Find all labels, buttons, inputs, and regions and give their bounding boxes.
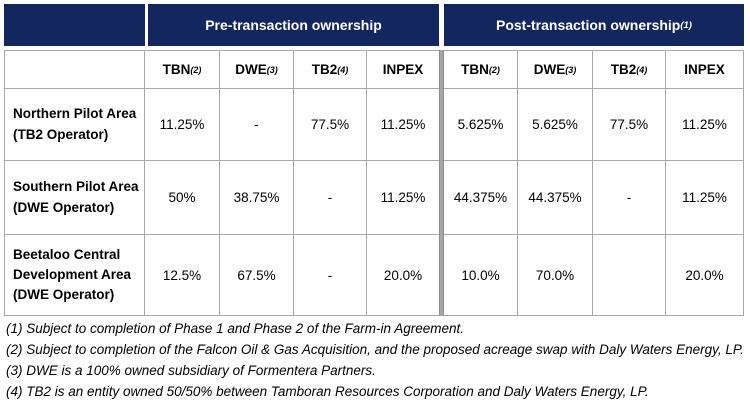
column-header-inpex-pre: INPEX [367, 50, 439, 89]
ownership-cell-southern-pre-tbn: 50% [145, 161, 220, 235]
column-header-blank [4, 50, 145, 89]
ownership-cell-northern-post-inpex: 11.25% [666, 89, 744, 161]
footnote-line-2: (2) Subject to completion of the Falcon … [6, 342, 744, 357]
table-corner-cell [4, 4, 145, 46]
ownership-cell-southern-post-inpex: 11.25% [666, 161, 744, 235]
column-header-tb2-pre: TB2 (4) [294, 50, 367, 89]
row-label-beetaloo-central: Beetaloo Central Development Area (DWE Op… [4, 235, 145, 316]
ownership-cell-beetaloo-pre-dwe: 67.5% [220, 235, 294, 316]
ownership-cell-beetaloo-post-dwe: 70.0% [518, 235, 593, 316]
ownership-cell-beetaloo-pre-tb2: - [294, 235, 367, 316]
footnote-line-3: (3) DWE is a 100% owned subsidiary of Fo… [6, 363, 376, 378]
section-divider [439, 50, 444, 316]
section-header-pre: Pre-transaction ownership [145, 4, 439, 46]
column-header-tb2-post: TB2 (4) [593, 50, 666, 89]
ownership-cell-northern-post-tbn: 5.625% [444, 89, 518, 161]
column-header-tbn-post: TBN (2) [444, 50, 518, 89]
row-label-southern-pilot-area: Southern Pilot Area (DWE Operator) [4, 161, 145, 235]
footnote-line-1: (1) Subject to completion of Phase 1 and… [6, 321, 464, 336]
column-header-tbn-pre: TBN (2) [145, 50, 220, 89]
ownership-cell-southern-post-tbn: 44.375% [444, 161, 518, 235]
ownership-cell-northern-post-tb2: 77.5% [593, 89, 666, 161]
ownership-cell-southern-post-dwe: 44.375% [518, 161, 593, 235]
ownership-cell-beetaloo-pre-tbn: 12.5% [145, 235, 220, 316]
ownership-cell-southern-pre-dwe: 38.75% [220, 161, 294, 235]
ownership-cell-beetaloo-post-tbn: 10.0% [444, 235, 518, 316]
section-header-post-footnote-ref: (1) [680, 19, 692, 31]
ownership-cell-northern-pre-inpex: 11.25% [367, 89, 439, 161]
ownership-cell-southern-pre-tb2: - [294, 161, 367, 235]
footnote-line-4: (4) TB2 is an entity owned 50/50% betwee… [6, 384, 649, 399]
ownership-cell-southern-post-tb2: - [593, 161, 666, 235]
section-header-post-label: Post-transaction ownership [496, 17, 681, 33]
section-header-pre-label: Pre-transaction ownership [205, 17, 382, 33]
row-label-northern-pilot-area: Northern Pilot Area (TB2 Operator) [4, 89, 145, 161]
ownership-cell-beetaloo-post-tb2 [593, 235, 666, 316]
ownership-cell-northern-pre-tbn: 11.25% [145, 89, 220, 161]
ownership-table: Pre-transaction ownership Post-transacti… [4, 4, 744, 316]
column-header-dwe-post: DWE (3) [518, 50, 593, 89]
ownership-cell-northern-pre-tb2: 77.5% [294, 89, 367, 161]
ownership-cell-beetaloo-post-inpex: 20.0% [666, 235, 744, 316]
ownership-cell-northern-pre-dwe: - [220, 89, 294, 161]
ownership-cell-northern-post-dwe: 5.625% [518, 89, 593, 161]
ownership-cell-beetaloo-pre-inpex: 20.0% [367, 235, 439, 316]
column-header-inpex-post: INPEX [666, 50, 744, 89]
column-header-dwe-pre: DWE (3) [220, 50, 294, 89]
section-header-post: Post-transaction ownership (1) [444, 4, 744, 46]
ownership-cell-southern-pre-inpex: 11.25% [367, 161, 439, 235]
footnotes: (1) Subject to completion of Phase 1 and… [6, 321, 746, 406]
